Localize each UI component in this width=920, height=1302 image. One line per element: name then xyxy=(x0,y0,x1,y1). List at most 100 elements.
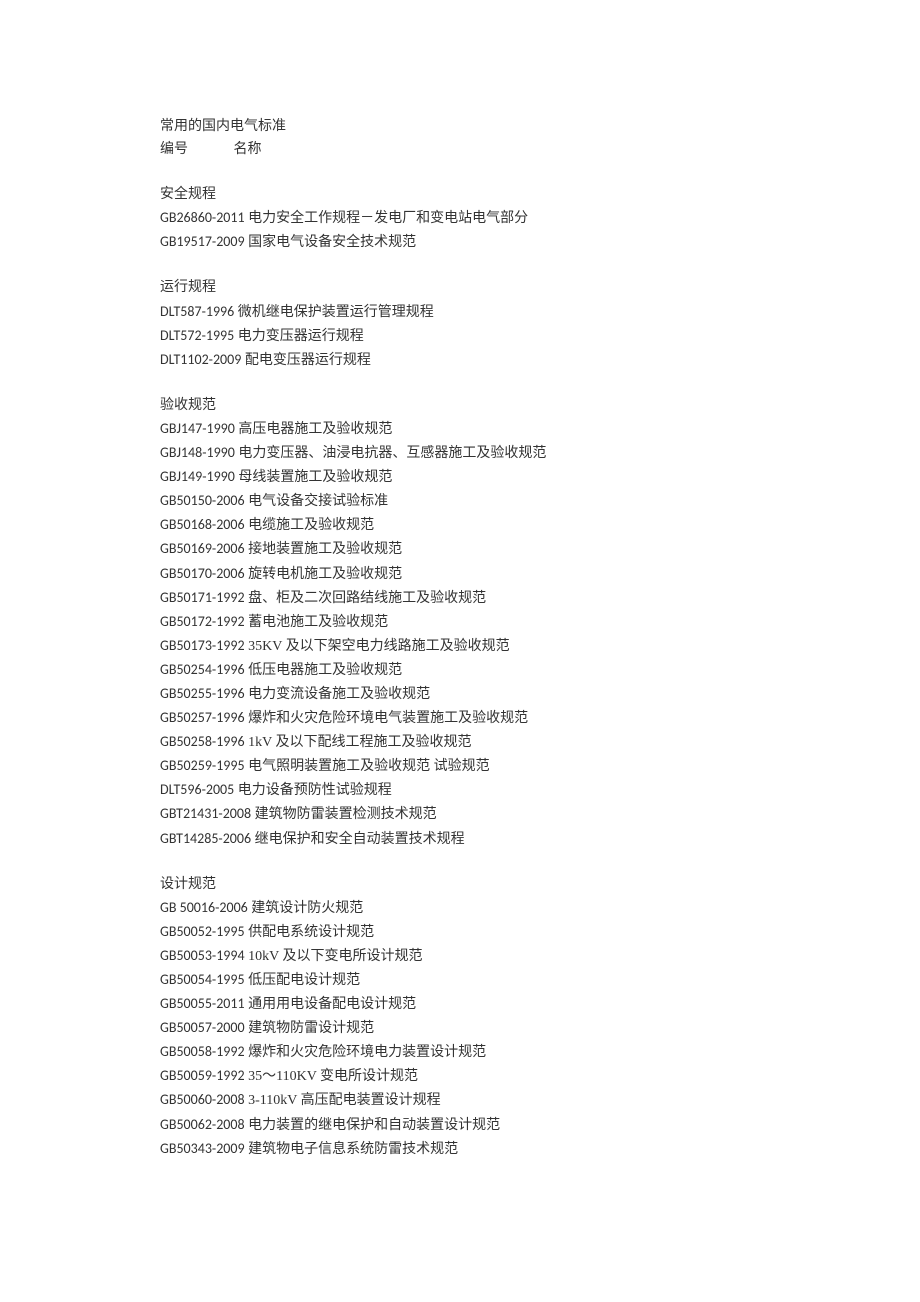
standard-code: GB50254-1996 xyxy=(160,661,245,678)
standard-entry: GB50168-2006 电缆施工及验收规范 xyxy=(160,513,760,537)
standard-name: 低压配电设计规范 xyxy=(248,973,360,988)
standard-entry: GBJ147-1990 高压电器施工及验收规范 xyxy=(160,417,760,441)
standard-name: 国家电气设备安全技术规范 xyxy=(248,235,416,250)
standard-code: GB50150-2006 xyxy=(160,492,245,509)
standard-entry: DLT1102-2009 配电变压器运行规程 xyxy=(160,348,760,372)
section-title: 设计规范 xyxy=(160,873,760,896)
standard-code: GBT21431-2008 xyxy=(160,805,251,822)
standard-code: GB50259-1995 xyxy=(160,757,245,774)
standard-code: DLT572-1995 xyxy=(160,327,234,344)
standard-code: DLT596-2005 xyxy=(160,781,234,798)
standard-code: GB50062-2008 xyxy=(160,1116,245,1133)
standard-entry: GB50059-1992 35～110KV 变电所设计规范 xyxy=(160,1064,760,1088)
header-name-label: 名称 xyxy=(234,142,262,157)
standard-code: GB50057-2000 xyxy=(160,1019,245,1036)
standard-code: GB50257-1996 xyxy=(160,709,245,726)
standard-code: GB50168-2006 xyxy=(160,516,245,533)
standard-entry: GB50258-1996 1kV 及以下配线工程施工及验收规范 xyxy=(160,730,760,754)
standard-entry: GBT14285-2006 继电保护和安全自动装置技术规程 xyxy=(160,827,760,851)
standard-name: 3-110kV 高压配电装置设计规程 xyxy=(248,1093,441,1108)
section-gap xyxy=(160,254,760,276)
standard-name: 微机继电保护装置运行管理规程 xyxy=(238,305,434,320)
standard-entry: GB50172-1992 蓄电池施工及验收规范 xyxy=(160,610,760,634)
standard-name: 电力装置的继电保护和自动装置设计规范 xyxy=(248,1118,500,1133)
sections-container: 安全规程GB26860-2011 电力安全工作规程－发电厂和变电站电气部分GB1… xyxy=(160,183,760,1161)
standard-entry: GBT21431-2008 建筑物防雷装置检测技术规范 xyxy=(160,802,760,826)
standard-name: 电缆施工及验收规范 xyxy=(248,518,374,533)
standard-name: 35～110KV 变电所设计规范 xyxy=(248,1069,418,1084)
standard-code: GB50171-1992 xyxy=(160,589,245,606)
standard-code: GBJ149-1990 xyxy=(160,468,235,485)
standard-code: GB50059-1992 xyxy=(160,1067,245,1084)
standard-entry: GB50058-1992 爆炸和火灾危险环境电力装置设计规范 xyxy=(160,1040,760,1064)
standard-code: GB50173-1992 xyxy=(160,637,245,654)
standard-name: 供配电系统设计规范 xyxy=(248,925,374,940)
standard-name: 母线装置施工及验收规范 xyxy=(238,470,392,485)
standard-entry: GBJ149-1990 母线装置施工及验收规范 xyxy=(160,465,760,489)
standard-code: GB50258-1996 xyxy=(160,733,245,750)
standard-name: 电力变压器运行规程 xyxy=(238,329,364,344)
standard-code: GB50054-1995 xyxy=(160,971,245,988)
standard-name: 10kV 及以下变电所设计规范 xyxy=(248,949,422,964)
standard-entry: DLT596-2005 电力设备预防性试验规程 xyxy=(160,778,760,802)
standard-entry: GB50053-1994 10kV 及以下变电所设计规范 xyxy=(160,944,760,968)
standard-name: 爆炸和火灾危险环境电力装置设计规范 xyxy=(248,1045,486,1060)
standard-name: 35KV 及以下架空电力线路施工及验收规范 xyxy=(248,639,509,654)
standard-code: GB50060-2008 xyxy=(160,1091,245,1108)
standard-name: 建筑物防雷设计规范 xyxy=(248,1021,374,1036)
standard-entry: GBJ148-1990 电力变压器、油浸电抗器、互感器施工及验收规范 xyxy=(160,441,760,465)
standard-entry: GB50343-2009 建筑物电子信息系统防雷技术规范 xyxy=(160,1137,760,1161)
standard-name: 爆炸和火灾危险环境电气装置施工及验收规范 xyxy=(248,711,528,726)
standard-code: GB19517-2009 xyxy=(160,233,245,250)
section-gap xyxy=(160,851,760,873)
standard-code: GB50172-1992 xyxy=(160,613,245,630)
standard-name: 低压电器施工及验收规范 xyxy=(248,663,402,678)
standard-entry: GB50254-1996 低压电器施工及验收规范 xyxy=(160,658,760,682)
standard-name: 1kV 及以下配线工程施工及验收规范 xyxy=(248,735,471,750)
standard-code: GB50055-2011 xyxy=(160,995,245,1012)
document-page: 常用的国内电气标准 编号 名称 安全规程GB26860-2011 电力安全工作规… xyxy=(0,0,920,1221)
standard-name: 建筑设计防火规范 xyxy=(251,901,363,916)
standard-code: GBJ147-1990 xyxy=(160,420,235,437)
standard-code: GB50053-1994 xyxy=(160,947,245,964)
standard-code: GBJ148-1990 xyxy=(160,444,235,461)
standard-entry: GB 50016-2006 建筑设计防火规范 xyxy=(160,896,760,920)
section-title: 验收规范 xyxy=(160,394,760,417)
standard-entry: GB19517-2009 国家电气设备安全技术规范 xyxy=(160,230,760,254)
standard-code: GB50052-1995 xyxy=(160,923,245,940)
standard-code: GB26860-2011 xyxy=(160,209,245,226)
standard-name: 蓄电池施工及验收规范 xyxy=(248,615,388,630)
standard-entry: GB50052-1995 供配电系统设计规范 xyxy=(160,920,760,944)
standard-name: 盘、柜及二次回路结线施工及验收规范 xyxy=(248,591,486,606)
column-header-row: 编号 名称 xyxy=(160,138,760,161)
standard-code: GB 50016-2006 xyxy=(160,899,248,916)
standard-name: 配电变压器运行规程 xyxy=(245,353,371,368)
standard-entry: GB50169-2006 接地装置施工及验收规范 xyxy=(160,537,760,561)
standard-name: 接地装置施工及验收规范 xyxy=(248,542,402,557)
standard-code: DLT1102-2009 xyxy=(160,351,241,368)
standard-name: 继电保护和安全自动装置技术规程 xyxy=(255,832,465,847)
standard-entry: GB50259-1995 电气照明装置施工及验收规范 试验规范 xyxy=(160,754,760,778)
document-title: 常用的国内电气标准 xyxy=(160,115,760,138)
standard-code: DLT587-1996 xyxy=(160,303,234,320)
standard-name: 旋转电机施工及验收规范 xyxy=(248,567,402,582)
standard-entry: GB50060-2008 3-110kV 高压配电装置设计规程 xyxy=(160,1088,760,1112)
standard-entry: GB26860-2011 电力安全工作规程－发电厂和变电站电气部分 xyxy=(160,206,760,230)
standard-code: GB50170-2006 xyxy=(160,565,245,582)
standard-entry: GB50173-1992 35KV 及以下架空电力线路施工及验收规范 xyxy=(160,634,760,658)
standard-entry: GB50257-1996 爆炸和火灾危险环境电气装置施工及验收规范 xyxy=(160,706,760,730)
standard-name: 电力变压器、油浸电抗器、互感器施工及验收规范 xyxy=(238,446,546,461)
header-code-label: 编号 xyxy=(160,138,230,161)
standard-entry: GB50150-2006 电气设备交接试验标准 xyxy=(160,489,760,513)
section-gap xyxy=(160,372,760,394)
standard-entry: GB50062-2008 电力装置的继电保护和自动装置设计规范 xyxy=(160,1113,760,1137)
standard-name: 电力设备预防性试验规程 xyxy=(238,783,392,798)
standard-entry: GB50171-1992 盘、柜及二次回路结线施工及验收规范 xyxy=(160,586,760,610)
standard-entry: GB50054-1995 低压配电设计规范 xyxy=(160,968,760,992)
standard-entry: GB50055-2011 通用用电设备配电设计规范 xyxy=(160,992,760,1016)
standard-code: GB50169-2006 xyxy=(160,540,245,557)
standard-name: 电力变流设备施工及验收规范 xyxy=(248,687,430,702)
standard-entry: DLT587-1996 微机继电保护装置运行管理规程 xyxy=(160,300,760,324)
standard-name: 高压电器施工及验收规范 xyxy=(238,422,392,437)
standard-name: 电气设备交接试验标准 xyxy=(248,494,388,509)
